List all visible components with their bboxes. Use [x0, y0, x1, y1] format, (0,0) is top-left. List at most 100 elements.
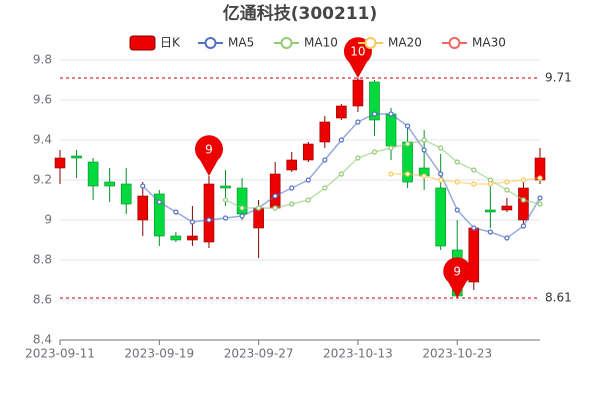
ma-point [173, 209, 179, 215]
mark-line-label: 8.61 [545, 291, 572, 305]
ma-line [225, 139, 541, 209]
ma-point [189, 219, 196, 225]
legend-label: MA10 [304, 36, 338, 50]
y-tick-label: 8.6 [33, 293, 52, 307]
legend-label: 日K [160, 36, 181, 50]
ma-point [289, 201, 295, 207]
ma-point [487, 181, 493, 187]
ma-point [371, 149, 378, 155]
mark-pin [194, 135, 223, 176]
ma-point [471, 167, 477, 173]
ma-point [206, 217, 212, 223]
legend-symbol [129, 35, 156, 51]
y-tick-label: 9.6 [33, 93, 52, 107]
ma-point [256, 205, 262, 211]
candle-body [501, 205, 513, 211]
candle-body [336, 105, 347, 119]
legend-symbol [364, 37, 377, 49]
ma-point [520, 197, 527, 203]
mark-pin-label: 10 [350, 45, 365, 59]
ma-point [537, 175, 543, 181]
candle-body [170, 235, 182, 241]
ma-point [272, 193, 278, 199]
legend-label: MA5 [228, 36, 254, 50]
ma-point [454, 159, 460, 165]
candle-body [104, 181, 115, 187]
x-tick-label: 2023-10-13 [323, 347, 393, 361]
candle-body [253, 207, 264, 229]
ma-point [156, 199, 162, 205]
ma-point [404, 141, 411, 147]
legend-label: MA30 [472, 36, 506, 50]
ma-point [454, 179, 460, 185]
candle-body [385, 113, 397, 147]
ma-point [471, 181, 477, 187]
y-tick-label: 9 [44, 213, 52, 227]
y-tick-label: 9.2 [33, 173, 52, 187]
ma-point [421, 147, 427, 153]
candle-body [71, 155, 82, 159]
mark-pin [343, 37, 372, 78]
y-tick-label: 9.8 [33, 53, 52, 67]
candle-body [54, 157, 66, 169]
mark-line-label: 9.71 [545, 71, 572, 85]
ma-point [338, 171, 344, 177]
x-tick-label: 2023-09-11 [25, 347, 95, 361]
ma-point [471, 225, 477, 231]
ma-point [421, 137, 427, 143]
ma-point [338, 137, 344, 143]
chart-title: 亿通科技(300211) [223, 3, 378, 24]
mark-pin-label: 9 [453, 265, 461, 279]
ma-point [404, 171, 411, 177]
x-tick-label: 2023-10-23 [422, 347, 492, 361]
ma-point [487, 229, 493, 235]
candle-body [286, 159, 298, 171]
candle-body [87, 161, 99, 187]
ma-point [388, 171, 394, 177]
ma-point [504, 187, 510, 193]
ma-point [520, 223, 527, 229]
ma-point [371, 111, 378, 117]
ma-point [222, 215, 229, 221]
candle-body [203, 183, 215, 243]
candle-body [120, 183, 132, 205]
y-tick-label: 8.4 [33, 333, 52, 347]
candle-body [269, 173, 281, 209]
candle-body [220, 185, 231, 189]
candle-body [369, 81, 380, 121]
x-tick-label: 2023-09-27 [224, 347, 294, 361]
ma-point [404, 123, 411, 129]
ma-point [438, 177, 444, 183]
ma-point [504, 235, 510, 241]
legend-symbol [204, 37, 217, 49]
ma-point [487, 177, 493, 183]
candle-body [485, 209, 496, 213]
candle-body [319, 121, 331, 143]
candle-body [154, 193, 165, 237]
candle-body [137, 195, 149, 221]
legend-symbol [280, 37, 293, 49]
ma-point [272, 205, 278, 211]
candle-body [435, 187, 446, 247]
mark-pin [443, 257, 472, 298]
ma-point [239, 213, 245, 219]
candle-body [352, 79, 364, 107]
ma-point [322, 157, 328, 163]
x-tick-label: 2023-09-19 [124, 347, 194, 361]
ma-point [520, 177, 527, 183]
ma-point [537, 195, 543, 201]
ma-point [289, 185, 295, 191]
ma-point [438, 171, 444, 177]
candle-body [518, 187, 529, 221]
candle-body [187, 235, 198, 241]
legend-label: MA20 [388, 36, 422, 50]
legend-symbol [448, 37, 461, 49]
ma-point [537, 201, 543, 207]
ma-point [454, 207, 460, 213]
y-tick-label: 9.4 [33, 133, 52, 147]
ma-point [222, 197, 229, 203]
ma-line [391, 173, 541, 185]
ma-point [140, 183, 146, 189]
ma-point [388, 145, 394, 151]
